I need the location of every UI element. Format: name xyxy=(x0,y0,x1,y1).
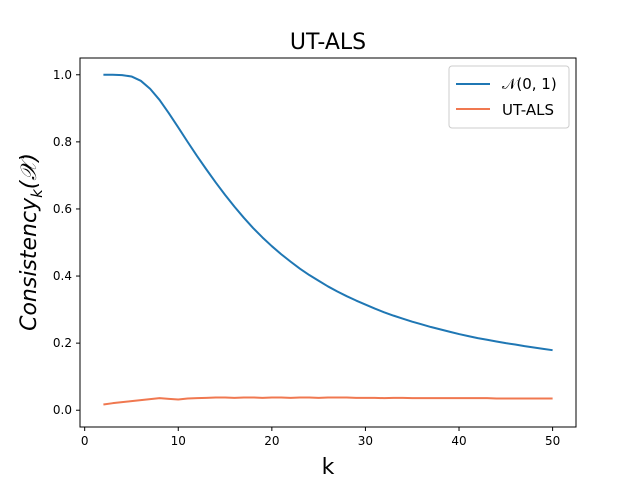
x-tick-label: 40 xyxy=(451,434,466,448)
x-tick-label: 50 xyxy=(545,434,560,448)
plot-frame xyxy=(79,57,577,428)
x-axis-label: k xyxy=(322,455,335,480)
legend-label-normal: 𝒩(0, 1) xyxy=(502,75,557,93)
legend-label-ut-als: UT-ALS xyxy=(502,101,554,119)
legend-box xyxy=(448,65,570,129)
x-tick-label: 0 xyxy=(81,434,89,448)
series-line-normal xyxy=(103,73,553,352)
series-group xyxy=(103,73,553,406)
x-axis: 0 10 20 30 40 50 xyxy=(81,427,560,448)
x-tick-label: 30 xyxy=(358,434,373,448)
chart-title: UT-ALS xyxy=(290,30,366,55)
y-axis-label-tail: (𝒳) xyxy=(17,153,42,189)
x-tick-label: 10 xyxy=(171,434,186,448)
legend: 𝒩(0, 1) UT-ALS xyxy=(448,65,570,129)
y-axis-label-subscript: k xyxy=(28,188,46,198)
y-tick-label: 0.6 xyxy=(53,202,72,216)
y-tick-label: 0.4 xyxy=(53,269,72,283)
y-tick-label: 0.0 xyxy=(53,403,72,417)
series-line-ut-als xyxy=(103,396,553,406)
y-tick-label: 0.2 xyxy=(53,336,72,350)
y-axis-label-main: Consistency xyxy=(17,197,42,331)
y-axis-label: Consistencyk(𝒳) xyxy=(17,153,46,331)
x-tick-label: 20 xyxy=(264,434,279,448)
y-tick-label: 1.0 xyxy=(53,68,72,82)
y-tick-label: 0.8 xyxy=(53,135,72,149)
y-axis: 0.0 0.2 0.4 0.6 0.8 1.0 xyxy=(53,68,80,417)
